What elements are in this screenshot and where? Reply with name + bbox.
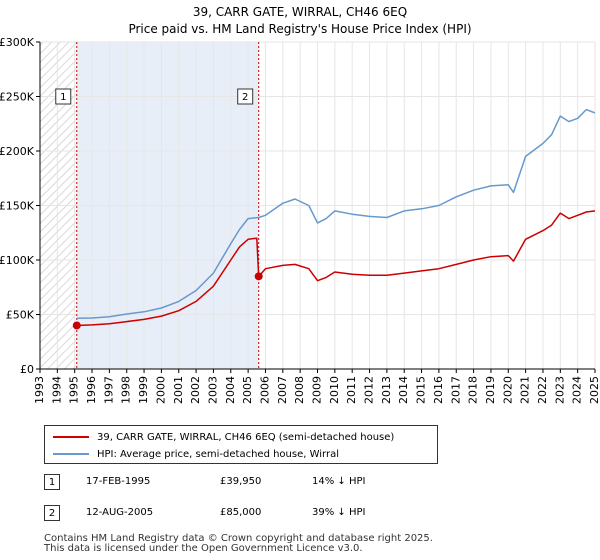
legend-label-property: 39, CARR GATE, WIRRAL, CH46 6EQ (semi-de… xyxy=(97,431,395,443)
x-tick-label: 2025 xyxy=(588,376,600,404)
x-tick-label: 2002 xyxy=(189,376,202,404)
annotation-label: 1 xyxy=(60,92,66,103)
transaction-date: 12-AUG-2005 xyxy=(86,507,154,518)
legend-label-hpi: HPI: Average price, semi-detached house,… xyxy=(97,448,340,460)
x-tick-label: 2012 xyxy=(363,376,376,404)
hpi-series-line xyxy=(76,108,595,320)
y-tick-label: £50K xyxy=(6,309,35,322)
transaction-date: 17-FEB-1995 xyxy=(86,476,151,487)
legend-swatch-hpi xyxy=(53,453,89,455)
x-tick-label: 2019 xyxy=(484,376,497,404)
transaction-id-badge: 1 xyxy=(44,474,60,490)
x-tick-label: 2011 xyxy=(345,376,358,404)
x-tick-label: 2024 xyxy=(571,376,584,404)
x-tick-label: 2015 xyxy=(415,376,428,404)
annotation-box xyxy=(237,88,254,105)
x-tick-label: 2003 xyxy=(206,376,219,404)
y-tick-label: £200K xyxy=(0,145,35,158)
x-tick-label: 2023 xyxy=(553,376,566,404)
x-tick-label: 2022 xyxy=(536,376,549,404)
x-tick-label: 2000 xyxy=(154,376,167,404)
sale-point xyxy=(254,272,263,281)
y-tick-label: £300K xyxy=(0,36,35,49)
x-tick-label: 2009 xyxy=(311,376,324,404)
legend: 39, CARR GATE, WIRRAL, CH46 6EQ (semi-de… xyxy=(44,425,438,464)
x-tick-label: 1996 xyxy=(85,376,98,404)
footer-line-2: This data is licensed under the Open Gov… xyxy=(44,543,363,554)
x-tick-label: 1994 xyxy=(50,376,63,404)
transaction-delta: 14% ↓ HPI xyxy=(312,476,366,487)
chart-title: 39, CARR GATE, WIRRAL, CH46 6EQ xyxy=(192,5,408,19)
transaction-price: £85,000 xyxy=(220,507,262,518)
transaction-delta: 39% ↓ HPI xyxy=(312,507,366,518)
x-tick-label: 2016 xyxy=(432,376,445,404)
x-tick-label: 2021 xyxy=(519,376,532,404)
x-tick-label: 2010 xyxy=(328,376,341,404)
x-tick-label: 1995 xyxy=(68,376,81,404)
legend-item-property: 39, CARR GATE, WIRRAL, CH46 6EQ (semi-de… xyxy=(53,429,394,445)
x-tick-label: 2001 xyxy=(172,376,185,404)
chart-subtitle: Price paid vs. HM Land Registry's House … xyxy=(128,22,472,36)
y-tick-label: £150K xyxy=(0,200,35,213)
legend-item-hpi: HPI: Average price, semi-detached house,… xyxy=(53,446,339,462)
x-tick-label: 1997 xyxy=(102,376,115,404)
x-tick-label: 2005 xyxy=(241,376,254,404)
y-tick-label: £100K xyxy=(0,254,35,267)
annotation-box xyxy=(55,88,72,105)
annotation-label: 2 xyxy=(242,92,248,103)
legend-swatch-property xyxy=(53,436,89,438)
x-tick-label: 2017 xyxy=(449,376,462,404)
x-tick-label: 1998 xyxy=(120,376,133,404)
x-tick-label: 1999 xyxy=(137,376,150,404)
x-tick-label: 2020 xyxy=(501,376,514,404)
y-tick-label: £0 xyxy=(20,363,34,376)
transaction-id-badge: 2 xyxy=(44,505,60,521)
x-tick-label: 1993 xyxy=(33,376,46,404)
x-tick-label: 2008 xyxy=(293,376,306,404)
x-tick-label: 2006 xyxy=(258,376,271,404)
x-tick-label: 2018 xyxy=(467,376,480,404)
sale-point xyxy=(72,321,81,330)
x-tick-label: 2014 xyxy=(397,376,410,404)
x-tick-label: 2007 xyxy=(276,376,289,404)
x-tick-label: 2004 xyxy=(224,376,237,404)
x-tick-label: 2013 xyxy=(380,376,393,404)
footer: Contains HM Land Registry data © Crown c… xyxy=(44,534,433,554)
y-tick-label: £250K xyxy=(0,91,35,104)
price-chart: £0 £50K £100K £150K £200K £250K £300K 1993 1994 1… xyxy=(0,36,600,404)
property-series-line xyxy=(76,210,595,327)
transaction-price: £39,950 xyxy=(220,476,262,487)
footer-line-1: Contains HM Land Registry data © Crown c… xyxy=(44,533,433,544)
